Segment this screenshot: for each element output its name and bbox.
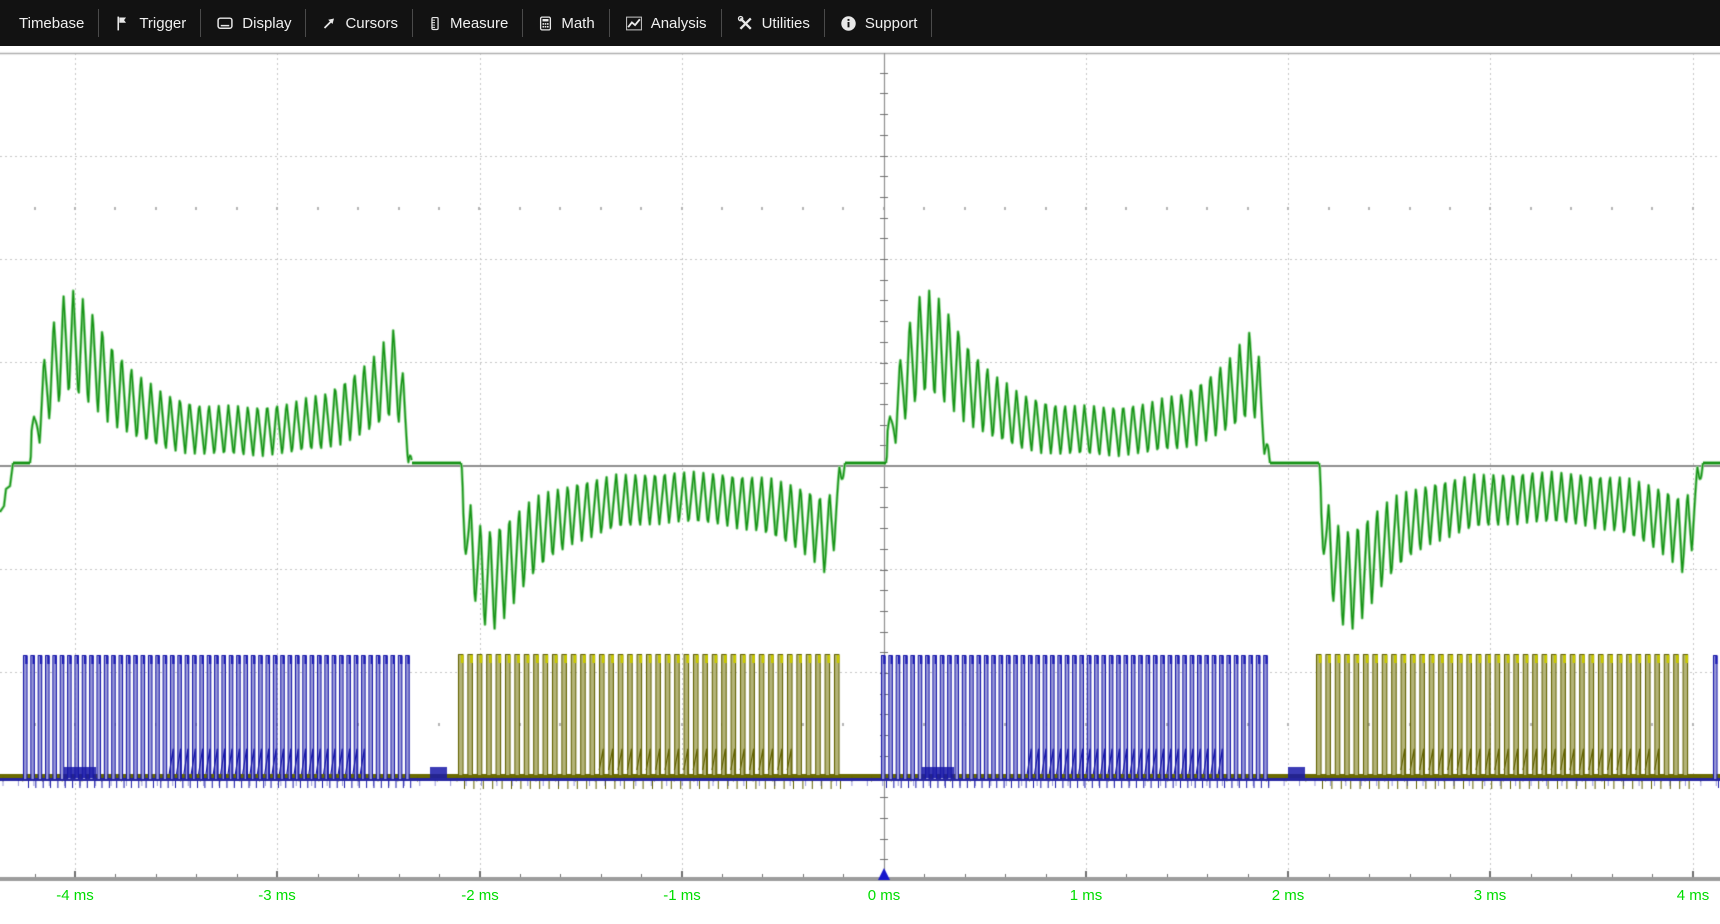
menu-item-label: Math [561, 15, 594, 32]
math-calculator-icon [538, 15, 553, 32]
menu-item-label: Trigger [139, 15, 186, 32]
menu-item-trigger[interactable]: Trigger [99, 0, 201, 46]
cursors-arrow-icon [321, 15, 337, 31]
utilities-tools-icon [737, 15, 754, 32]
analysis-chart-icon [625, 15, 643, 32]
menu-item-display[interactable]: Display [201, 0, 306, 46]
menu-item-label: Analysis [651, 15, 707, 32]
menu-item-label: Measure [450, 15, 508, 32]
menu-item-label: Utilities [762, 15, 810, 32]
menu-bar: Timebase Trigger Display Cursors Measure Math… [0, 0, 1720, 46]
menu-item-label: Support [865, 15, 918, 32]
menu-item-label: Display [242, 15, 291, 32]
menu-item-cursors[interactable]: Cursors [306, 0, 413, 46]
waveform-display-canvas[interactable] [0, 0, 1720, 924]
menu-item-math[interactable]: Math [523, 0, 609, 46]
menu-item-timebase[interactable]: Timebase [4, 0, 99, 46]
display-monitor-icon [216, 15, 234, 32]
menu-item-analysis[interactable]: Analysis [610, 0, 722, 46]
measure-ruler-icon [428, 15, 442, 32]
oscilloscope-app: Timebase Trigger Display Cursors Measure Math… [0, 0, 1720, 924]
menu-item-measure[interactable]: Measure [413, 0, 523, 46]
menu-item-label: Timebase [19, 15, 84, 32]
menu-item-label: Cursors [345, 15, 398, 32]
menu-item-utilities[interactable]: Utilities [722, 0, 825, 46]
support-info-icon [840, 15, 857, 32]
menu-item-support[interactable]: Support [825, 0, 933, 46]
trigger-flag-icon [114, 15, 131, 32]
